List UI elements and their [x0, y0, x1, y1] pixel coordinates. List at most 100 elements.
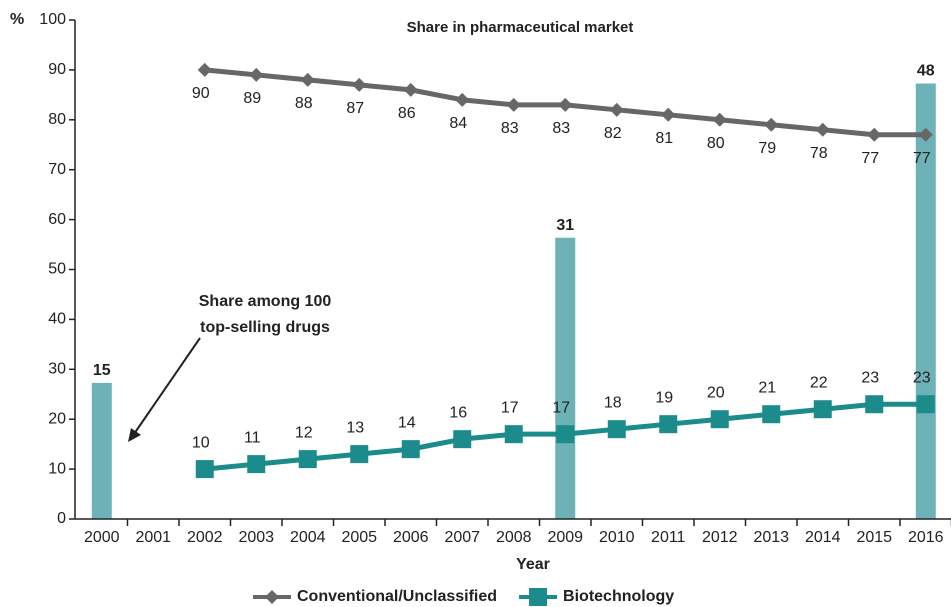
bar: [915, 83, 936, 519]
marker: [350, 445, 369, 464]
annotation-arrow: [133, 337, 201, 435]
x-tick-label: 2002: [187, 529, 223, 546]
value-label: 83: [552, 120, 570, 137]
bar: [555, 237, 576, 519]
value-label: 83: [501, 120, 519, 137]
x-tick-label: 2007: [444, 529, 480, 546]
marker: [556, 425, 575, 444]
marker: [300, 72, 315, 87]
marker: [865, 395, 884, 414]
x-tick-label: 2003: [238, 529, 274, 546]
value-label: 23: [913, 369, 931, 386]
y-tick-label: 80: [48, 111, 66, 128]
y-tick-label: 60: [48, 211, 66, 228]
marker: [403, 82, 418, 97]
value-label: 17: [501, 399, 519, 416]
marker: [815, 122, 830, 137]
x-axis-label: Year: [516, 556, 550, 573]
x-tick-label: 2004: [290, 529, 326, 546]
value-label: 19: [655, 389, 673, 406]
marker: [249, 67, 264, 82]
value-label: 84: [449, 115, 467, 132]
y-tick-label: 70: [48, 161, 66, 178]
marker: [918, 127, 933, 142]
annotation: Share among 100: [199, 293, 332, 310]
x-tick-label: 2009: [547, 529, 583, 546]
x-tick-label: 2006: [393, 529, 429, 546]
marker: [609, 102, 624, 117]
value-label: 11: [244, 429, 261, 446]
x-tick-label: 2001: [135, 529, 171, 546]
marker: [197, 62, 212, 77]
marker: [659, 415, 678, 434]
x-tick-label: 2016: [908, 529, 944, 546]
x-tick-label: 2011: [651, 529, 686, 546]
x-tick-label: 2010: [599, 529, 635, 546]
y-tick-label: 30: [48, 361, 66, 378]
x-tick-label: 2005: [341, 529, 377, 546]
arrow-head: [128, 428, 141, 442]
y-tick-label: 20: [48, 410, 66, 427]
value-label: 21: [758, 379, 776, 396]
bar: [91, 382, 112, 519]
value-label: 80: [707, 135, 725, 152]
value-label: 14: [398, 414, 416, 431]
value-label: 18: [604, 394, 622, 411]
marker: [916, 395, 935, 414]
marker: [453, 430, 472, 449]
marker: [710, 410, 729, 429]
marker: [298, 450, 317, 469]
marker: [813, 400, 832, 419]
marker: [352, 77, 367, 92]
value-label: 77: [861, 150, 879, 167]
value-label: 81: [655, 130, 673, 147]
x-tick-label: 2014: [805, 529, 841, 546]
value-label: 79: [758, 140, 776, 157]
value-label: 17: [552, 399, 570, 416]
marker: [504, 425, 523, 444]
marker: [455, 92, 470, 107]
value-label: 12: [295, 424, 313, 441]
y-tick-label: 0: [57, 510, 66, 527]
bar-label: 31: [556, 217, 574, 234]
x-tick-label: 2000: [84, 529, 120, 546]
x-tick-label: 2012: [702, 529, 738, 546]
marker: [401, 440, 420, 459]
bar-label: 15: [93, 362, 111, 379]
marker: [247, 455, 266, 474]
legend-marker: [265, 590, 279, 604]
value-label: 89: [243, 90, 261, 107]
marker: [558, 97, 573, 112]
legend-label: Biotechnology: [563, 588, 674, 605]
value-label: 88: [295, 95, 313, 112]
value-label: 13: [346, 419, 364, 436]
x-tick-label: 2008: [496, 529, 532, 546]
y-tick-label: 10: [48, 460, 66, 477]
y-tick-label: 50: [48, 261, 66, 278]
marker: [506, 97, 521, 112]
value-label: 82: [604, 125, 622, 142]
value-label: 20: [707, 384, 725, 401]
value-label: 10: [192, 434, 210, 451]
annotation: top-selling drugs: [200, 319, 330, 336]
value-label: 87: [346, 100, 364, 117]
value-label: 77: [913, 150, 931, 167]
value-label: 23: [861, 369, 879, 386]
chart-title: Share in pharmaceutical market: [407, 19, 634, 36]
bar-label: 48: [917, 63, 935, 80]
marker: [195, 460, 214, 479]
value-label: 78: [810, 145, 828, 162]
value-label: 22: [810, 374, 828, 391]
marker: [764, 117, 779, 132]
marker: [712, 112, 727, 127]
y-tick-label: 40: [48, 311, 66, 328]
legend-marker: [529, 588, 548, 606]
legend-label: Conventional/Unclassified: [297, 588, 497, 605]
y-unit: %: [10, 11, 24, 28]
marker: [661, 107, 676, 122]
marker: [867, 127, 882, 142]
value-label: 16: [449, 404, 467, 421]
value-label: 86: [398, 105, 416, 122]
marker: [607, 420, 626, 439]
